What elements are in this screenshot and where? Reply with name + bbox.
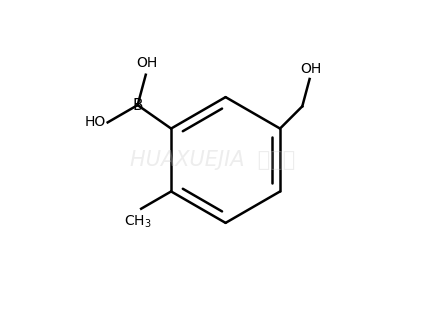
Text: B: B: [132, 98, 143, 113]
Text: CH$_3$: CH$_3$: [124, 213, 152, 230]
Text: OH: OH: [137, 56, 158, 70]
Text: HO: HO: [85, 116, 106, 129]
Text: OH: OH: [301, 62, 322, 76]
Text: HUAXUEJIA  化学加: HUAXUEJIA 化学加: [130, 150, 296, 170]
